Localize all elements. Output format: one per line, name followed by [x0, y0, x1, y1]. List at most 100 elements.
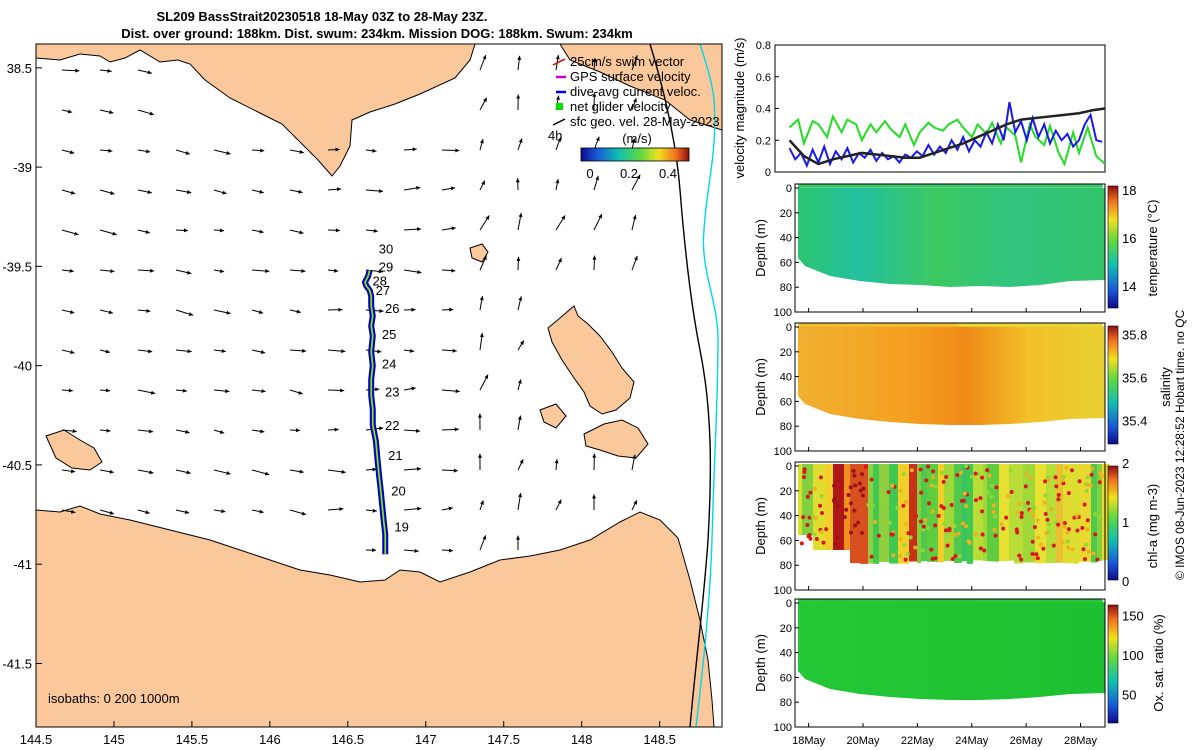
chla-dot	[1066, 527, 1071, 532]
surface-dot	[900, 184, 905, 188]
chla-band	[1056, 464, 1063, 563]
chla-dot	[852, 508, 857, 513]
current-vector-head	[417, 506, 422, 511]
chla-band	[825, 464, 833, 550]
current-vector-head	[414, 548, 419, 553]
surface-dot	[1018, 323, 1023, 327]
current-vector-head	[482, 535, 487, 540]
current-vector-head	[296, 309, 301, 314]
current-vector-head	[219, 430, 225, 434]
chla-dot	[1066, 491, 1071, 496]
surface-dot	[858, 323, 863, 327]
current-vector-head	[378, 189, 383, 194]
velocity-series-line	[788, 113, 1106, 167]
surface-dot	[1044, 599, 1049, 603]
current-vector-head	[149, 111, 154, 116]
oxygen-panel: Depth (m) Ox. sat. ratio (%)	[753, 598, 1166, 728]
surface-dot	[1022, 184, 1026, 188]
current-vector-head	[221, 348, 226, 353]
chla-colorbar-label: chl-a (mg m-3)	[1145, 484, 1160, 569]
current-vector-head	[74, 231, 79, 236]
current-vector-head	[302, 348, 307, 353]
chla-dot	[985, 468, 990, 473]
chla-dot	[1099, 474, 1104, 479]
legend-marker	[556, 103, 563, 110]
chla-band	[860, 464, 868, 564]
surface-dot	[929, 184, 934, 188]
chla-dot	[961, 498, 966, 503]
surface-dot	[862, 184, 866, 188]
current-vector-head	[108, 310, 114, 315]
surface-dot	[1018, 184, 1023, 188]
current-vector-head	[259, 229, 264, 234]
chla-band	[1063, 464, 1074, 564]
surface-dot	[1047, 599, 1052, 603]
chla-dot	[976, 471, 981, 476]
date-tick-label: 28May	[1064, 735, 1098, 747]
chla-dot	[989, 494, 994, 499]
surface-dot	[1057, 323, 1062, 327]
chla-band	[1009, 464, 1014, 561]
surface-dot	[980, 184, 985, 188]
map-xtick-label: 145	[103, 732, 125, 747]
surface-dot	[942, 599, 946, 603]
legend-label: GPS surface velocity	[570, 69, 691, 84]
surface-dot	[1031, 184, 1036, 188]
chla-dot	[819, 494, 824, 499]
map-xtick-label: 146	[259, 732, 281, 747]
surface-dot	[1082, 599, 1087, 603]
date-tick-label: 26May	[1010, 735, 1044, 747]
chla-dot	[933, 523, 938, 528]
surface-dot	[1050, 184, 1055, 188]
current-vector-head	[477, 453, 482, 458]
current-vector-head	[481, 180, 485, 186]
map-frame	[35, 43, 723, 728]
surface-dot	[938, 184, 943, 188]
surface-dot	[980, 599, 985, 603]
current-vector-head	[182, 388, 188, 393]
chla-dot	[1062, 524, 1067, 529]
chla-dot	[956, 531, 961, 536]
surface-dot	[1079, 599, 1084, 603]
chla-band	[962, 464, 967, 562]
chla-dot	[856, 520, 861, 525]
day-marker-label: 22	[385, 418, 399, 433]
chla-dot	[919, 490, 924, 495]
surface-dot	[1057, 184, 1062, 188]
title-line-1: SL209 BassStrait20230518 18-May 03Z to 2…	[157, 9, 488, 24]
surface-dot	[986, 323, 991, 327]
surface-dot	[1092, 184, 1097, 188]
chla-dot	[987, 473, 992, 478]
current-vector-head	[484, 374, 489, 380]
chla-dot	[1064, 465, 1069, 470]
chla-dot	[1081, 547, 1086, 552]
surface-dot	[954, 599, 959, 603]
surface-dot	[1044, 184, 1049, 188]
chla-dot	[1095, 557, 1100, 562]
salinity-colorbar	[1107, 325, 1119, 445]
map-xtick-label: 146.5	[332, 732, 365, 747]
surface-dot	[970, 599, 975, 603]
current-vector-head	[416, 186, 421, 190]
oxygen-colorbar	[1107, 604, 1119, 724]
current-vector-head	[72, 429, 77, 434]
chla-dot	[952, 533, 957, 538]
current-vector-head	[226, 310, 231, 315]
chla-dot	[903, 521, 908, 526]
surface-dot	[1066, 323, 1071, 327]
surface-dot	[922, 184, 927, 188]
current-vector-head	[299, 230, 304, 235]
surface-dot	[798, 323, 802, 327]
current-vector-head	[372, 467, 377, 472]
colorbar-unit-label: (m/s)	[622, 131, 652, 146]
chla-band	[1035, 464, 1046, 564]
velocity-axes-frame	[774, 44, 1106, 173]
current-vector-head	[558, 257, 562, 263]
depth-tick-label: 40	[780, 511, 792, 523]
surface-dot	[1054, 323, 1058, 327]
chla-dot	[991, 503, 996, 508]
surface-dot	[1060, 599, 1065, 603]
current-vector-head	[335, 147, 340, 152]
chla-dot	[1051, 543, 1056, 548]
chla-dot	[1077, 479, 1082, 484]
